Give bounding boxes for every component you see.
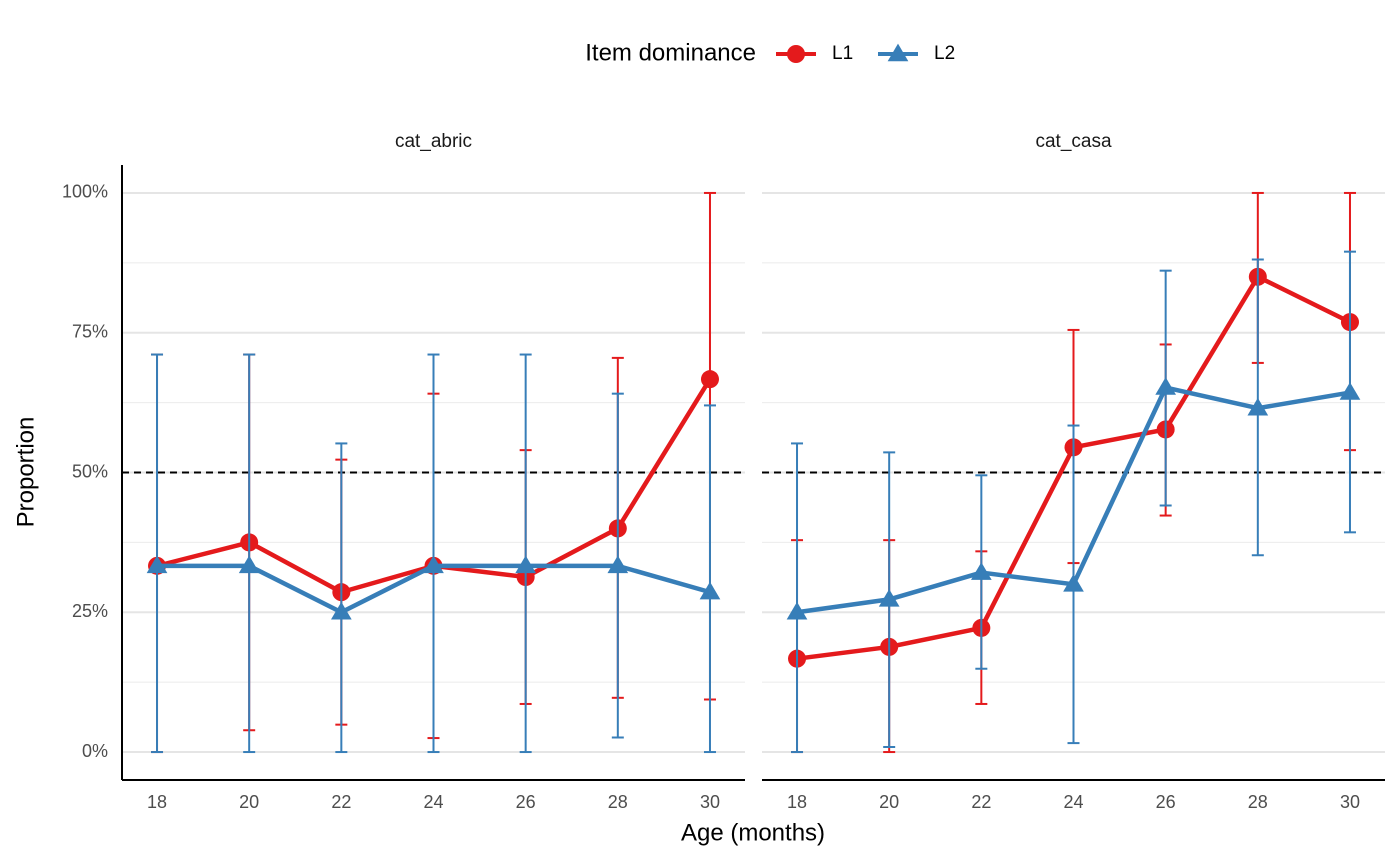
y-axis-label: Proportion <box>12 417 39 528</box>
point <box>330 601 352 620</box>
point <box>1155 377 1177 395</box>
legend-label: L1 <box>832 43 853 64</box>
x-tick-label: 26 <box>516 792 536 812</box>
point <box>699 581 721 600</box>
point <box>515 555 537 574</box>
point <box>607 555 629 574</box>
x-axis-label: Age (months) <box>681 819 825 846</box>
legend-label: L2 <box>934 43 955 64</box>
y-tick-label: 25% <box>72 601 108 621</box>
legend-marker <box>887 43 909 62</box>
x-tick-label: 24 <box>1063 792 1083 812</box>
point <box>1247 397 1269 416</box>
x-tick-label: 22 <box>331 792 351 812</box>
point <box>970 562 992 580</box>
point <box>423 555 444 574</box>
x-tick-label: 28 <box>608 792 628 812</box>
point <box>700 370 719 389</box>
x-tick-label: 30 <box>700 792 720 812</box>
point <box>786 601 808 620</box>
point <box>146 555 168 574</box>
x-tick-label: 30 <box>1340 792 1360 812</box>
y-tick-label: 0% <box>82 741 108 761</box>
panel-title: cat_abric <box>395 131 472 152</box>
x-tick-label: 20 <box>879 792 899 812</box>
y-tick-label: 75% <box>72 321 108 341</box>
x-tick-label: 22 <box>971 792 991 812</box>
y-tick-label: 100% <box>62 182 108 202</box>
x-tick-label: 24 <box>423 792 443 812</box>
legend-title: Item dominance <box>585 39 756 66</box>
x-tick-label: 18 <box>147 792 167 812</box>
legend-marker <box>787 45 805 63</box>
point <box>1063 573 1084 592</box>
point <box>878 589 900 607</box>
x-tick-label: 26 <box>1156 792 1176 812</box>
point <box>238 555 260 574</box>
point <box>1339 382 1361 400</box>
y-tick-label: 50% <box>72 461 108 481</box>
x-tick-label: 20 <box>239 792 259 812</box>
panel-title: cat_casa <box>1035 131 1111 152</box>
x-tick-label: 18 <box>787 792 807 812</box>
x-tick-label: 28 <box>1248 792 1268 812</box>
